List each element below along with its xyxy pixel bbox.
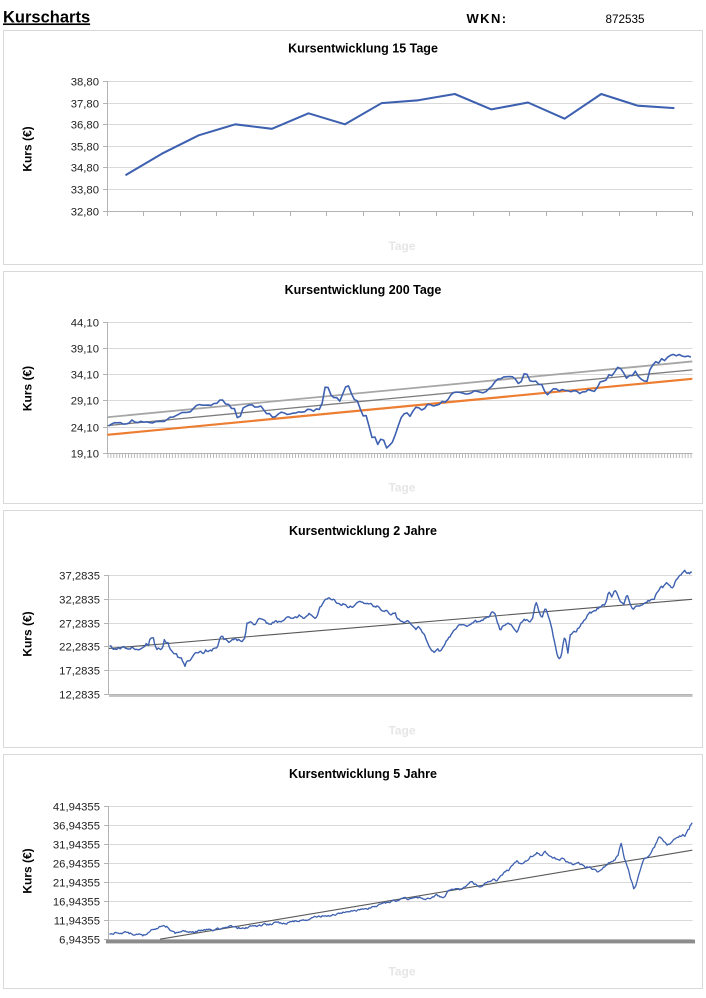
svg-text:37,80: 37,80 [71,99,99,111]
svg-text:Tage: Tage [388,239,415,253]
svg-text:Kursentwicklung 15 Tage: Kursentwicklung 15 Tage [288,41,438,55]
svg-text:Tage: Tage [388,723,415,737]
svg-text:32,80: 32,80 [71,207,99,219]
svg-text:36,80: 36,80 [71,120,99,132]
svg-text:19,10: 19,10 [71,449,99,461]
svg-text:37,2835: 37,2835 [59,571,100,583]
svg-text:Kursentwicklung 2 Jahre: Kursentwicklung 2 Jahre [289,524,437,538]
svg-text:16,94355: 16,94355 [53,897,100,909]
svg-text:12,2835: 12,2835 [59,690,100,702]
svg-text:Kursentwicklung 5 Jahre: Kursentwicklung 5 Jahre [289,767,437,781]
svg-text:17,2835: 17,2835 [59,666,100,678]
svg-text:34,10: 34,10 [71,370,99,382]
svg-text:31,94355: 31,94355 [53,840,100,852]
svg-text:Kurs (€): Kurs (€) [21,611,35,656]
svg-text:41,94355: 41,94355 [53,802,100,814]
svg-text:35,80: 35,80 [71,142,99,154]
svg-text:872535: 872535 [606,13,646,26]
svg-text:26,94355: 26,94355 [53,859,100,871]
svg-text:Tage: Tage [388,964,415,978]
svg-text:39,10: 39,10 [71,344,99,356]
svg-text:21,94355: 21,94355 [53,878,100,890]
svg-text:22,2835: 22,2835 [59,642,100,654]
svg-text:38,80: 38,80 [71,77,99,89]
svg-text:11,94355: 11,94355 [54,916,100,928]
svg-text:34,80: 34,80 [71,163,99,175]
svg-text:32,2835: 32,2835 [59,595,100,607]
svg-text:Tage: Tage [388,480,415,494]
svg-text:Kurs (€): Kurs (€) [21,848,35,893]
svg-text:33,80: 33,80 [71,185,99,197]
svg-text:Kurs (€): Kurs (€) [21,126,35,171]
svg-text:Kurs (€): Kurs (€) [21,366,35,411]
svg-text:Kursentwicklung 200 Tage: Kursentwicklung 200 Tage [285,283,442,297]
svg-text:27,2835: 27,2835 [59,619,100,631]
svg-text:24,10: 24,10 [71,423,99,435]
svg-text:36,94355: 36,94355 [53,821,100,833]
svg-text:Kurscharts: Kurscharts [3,8,90,26]
svg-text:44,10: 44,10 [71,318,99,330]
svg-text:29,10: 29,10 [71,396,99,408]
svg-text:6,94355: 6,94355 [59,935,100,947]
svg-text:WKN:: WKN: [467,11,508,26]
